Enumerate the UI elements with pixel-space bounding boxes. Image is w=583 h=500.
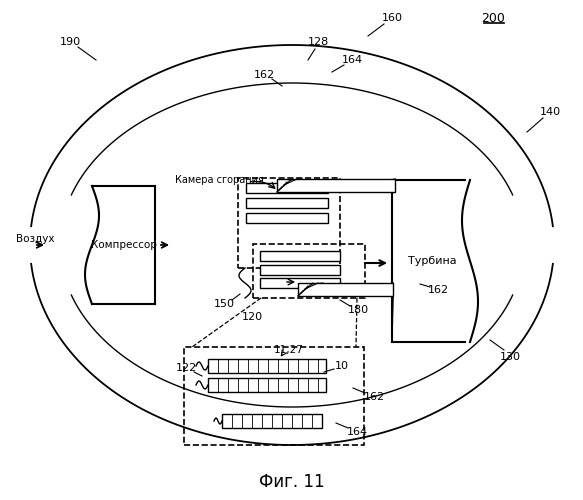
Bar [238, 178, 340, 268]
Bar [184, 347, 364, 445]
Bar [260, 265, 340, 275]
Text: 140: 140 [539, 107, 561, 117]
Text: Фиг. 11: Фиг. 11 [259, 473, 325, 491]
Text: 200: 200 [481, 12, 505, 24]
Text: 122: 122 [175, 363, 196, 373]
Bar [208, 378, 326, 392]
Bar [222, 414, 322, 428]
Text: 162: 162 [363, 392, 385, 402]
Bar [246, 198, 328, 208]
Text: 130: 130 [500, 352, 521, 362]
Text: Воздух: Воздух [16, 234, 54, 244]
Text: 190: 190 [59, 37, 80, 47]
Text: 120: 120 [241, 312, 262, 322]
Text: Турбина: Турбина [408, 256, 456, 266]
Text: 164: 164 [342, 55, 363, 65]
Text: 150: 150 [213, 299, 234, 309]
Bar [260, 278, 340, 288]
Bar [253, 244, 365, 298]
Text: Камера сгорания: Камера сгорания [175, 175, 264, 185]
Text: 164: 164 [346, 427, 367, 437]
Bar [277, 179, 395, 192]
Text: 162: 162 [427, 285, 448, 295]
Text: 128: 128 [307, 37, 329, 47]
Bar [246, 183, 328, 193]
Text: Компрессор: Компрессор [91, 240, 157, 250]
Bar [246, 213, 328, 223]
Text: 11,27: 11,27 [274, 345, 304, 355]
Bar [208, 359, 326, 373]
Bar [298, 283, 393, 296]
Text: 160: 160 [381, 13, 402, 23]
Bar [260, 251, 340, 261]
Text: 10: 10 [335, 361, 349, 371]
Text: 162: 162 [254, 70, 275, 80]
Text: 180: 180 [347, 305, 368, 315]
